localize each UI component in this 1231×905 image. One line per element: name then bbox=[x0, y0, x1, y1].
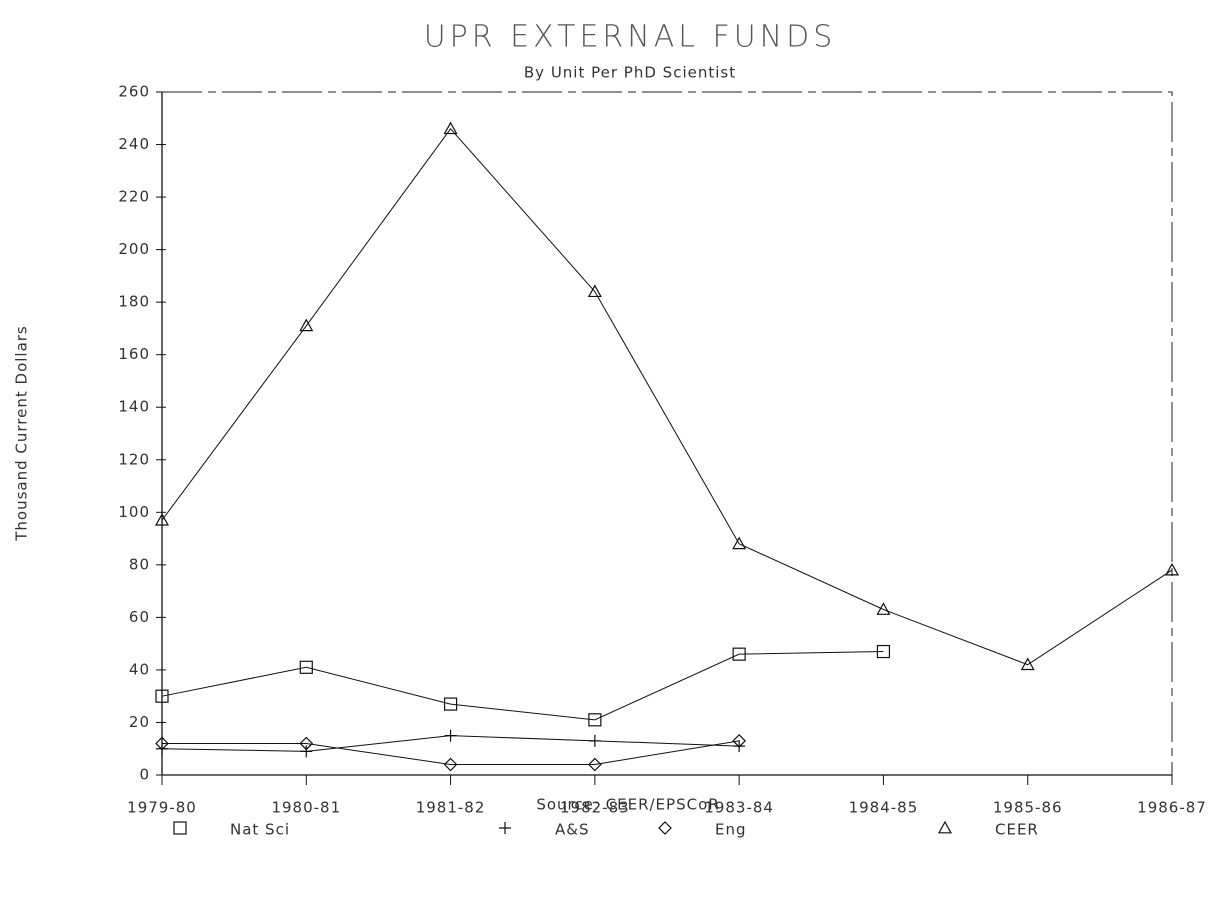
y-tick-label: 140 bbox=[118, 398, 150, 416]
legend-label: Nat Sci bbox=[230, 821, 290, 839]
data-point bbox=[299, 660, 313, 674]
series-line bbox=[161, 127, 1173, 666]
legend-marker bbox=[499, 822, 511, 834]
x-tick-label: 1980-81 bbox=[271, 799, 341, 817]
x-tick-label: 1984-85 bbox=[849, 799, 919, 817]
legend-marker bbox=[173, 821, 187, 835]
y-tick-label: 0 bbox=[139, 766, 150, 784]
y-tick-label: 180 bbox=[118, 293, 150, 311]
data-point bbox=[588, 734, 601, 747]
legend-marker bbox=[658, 821, 672, 835]
data-point bbox=[155, 689, 169, 703]
source-note: Source: CEER/EPSCoR bbox=[536, 796, 719, 814]
data-point bbox=[732, 536, 747, 550]
x-tick-label: 1981-82 bbox=[416, 799, 486, 817]
series-line bbox=[162, 740, 740, 765]
data-point bbox=[732, 647, 746, 661]
data-point bbox=[588, 713, 602, 727]
y-tick-label: 260 bbox=[118, 83, 150, 101]
data-point bbox=[444, 729, 457, 742]
y-tick-label: 120 bbox=[118, 450, 150, 468]
data-point bbox=[155, 736, 169, 751]
data-point bbox=[443, 697, 458, 711]
legend-label: Eng bbox=[715, 821, 747, 839]
y-tick-label: 60 bbox=[129, 608, 150, 626]
y-tick-label: 40 bbox=[129, 660, 150, 678]
data-point bbox=[1164, 562, 1180, 576]
plot-frame bbox=[161, 91, 1173, 776]
x-tick-label: 1979-80 bbox=[127, 799, 197, 817]
y-tick-label: 80 bbox=[129, 555, 150, 573]
data-point bbox=[587, 284, 602, 298]
data-point bbox=[154, 512, 170, 526]
data-point bbox=[588, 757, 602, 772]
data-point bbox=[876, 644, 891, 659]
chart-title: UPR EXTERNAL FUNDS bbox=[424, 20, 837, 55]
x-tick-label: 1983-84 bbox=[704, 799, 774, 817]
data-point bbox=[876, 602, 891, 615]
y-tick-label: 160 bbox=[118, 345, 150, 363]
x-tick-label: 1982-83 bbox=[560, 799, 630, 817]
series-line bbox=[161, 651, 884, 721]
y-tick-label: 100 bbox=[118, 503, 150, 521]
y-tick-label: 20 bbox=[129, 713, 150, 731]
y-axis-label: Thousand Current Dollars bbox=[13, 325, 31, 542]
y-tick-label: 220 bbox=[118, 188, 150, 206]
legend-marker bbox=[937, 820, 953, 834]
x-tick-label: 1986-87 bbox=[1137, 799, 1207, 817]
legend-label: A&S bbox=[555, 821, 589, 839]
y-tick-label: 200 bbox=[118, 240, 150, 258]
data-point bbox=[299, 736, 314, 751]
data-point bbox=[300, 745, 313, 758]
data-point bbox=[443, 121, 458, 135]
data-point bbox=[443, 757, 458, 772]
data-point bbox=[732, 734, 746, 748]
x-tick-label: 1985-86 bbox=[993, 799, 1063, 817]
data-point bbox=[299, 318, 314, 332]
data-point bbox=[1020, 657, 1035, 671]
y-tick-label: 240 bbox=[118, 135, 150, 153]
legend-label: CEER bbox=[995, 821, 1039, 839]
chart-subtitle: By Unit Per PhD Scientist bbox=[524, 64, 736, 82]
